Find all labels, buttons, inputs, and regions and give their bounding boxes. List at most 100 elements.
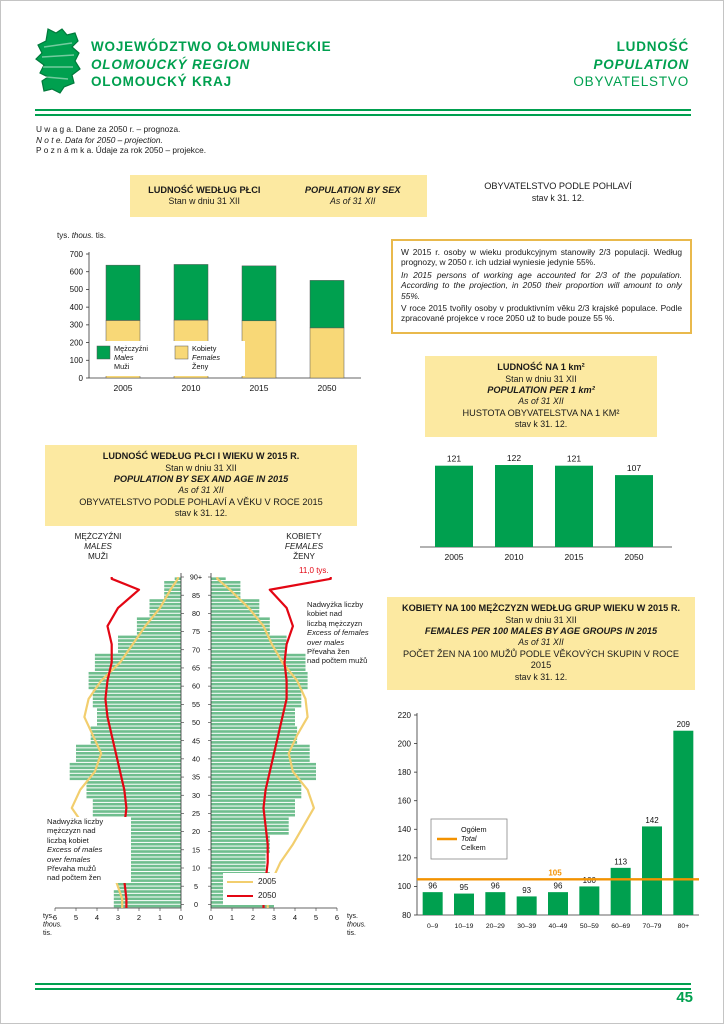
annotation-line: Převaha mužů (47, 864, 96, 874)
svg-text:140: 140 (398, 825, 412, 834)
banner-pyramid-pl-sub: Stan w dniu 31 XII (165, 462, 237, 473)
chapter-title-pl: LUDNOŚĆ (616, 39, 689, 54)
svg-text:300: 300 (70, 321, 84, 330)
svg-text:121: 121 (447, 454, 461, 464)
annotation-line: over females (47, 854, 91, 864)
svg-text:tys.: tys. (347, 913, 358, 920)
svg-text:100: 100 (70, 356, 84, 365)
svg-text:Females: Females (192, 353, 220, 362)
svg-text:75: 75 (192, 627, 200, 636)
svg-text:Kobiety: Kobiety (192, 344, 217, 353)
banner-density: LUDNOŚĆ NA 1 km² Stan w dniu 31 XII POPU… (425, 356, 657, 438)
banner-sex-pl: LUDNOŚĆ WEDŁUG PŁCI Stan w dniu 31 XII (130, 185, 279, 208)
svg-text:11,0 tys.: 11,0 tys. (299, 566, 329, 575)
banner-density-pl-sub: Stan w dniu 31 XII (505, 373, 577, 384)
pyramid-legend: 2005 2050 (223, 873, 281, 905)
svg-text:25: 25 (192, 809, 200, 818)
svg-text:113: 113 (614, 857, 627, 866)
region-title-pl: WOJEWÓDZTWO OŁOMUNIECKIE (91, 39, 332, 54)
note-cz: P o z n á m k a. Údaje za rok 2050 – pro… (36, 145, 207, 156)
svg-text:85: 85 (192, 591, 200, 600)
svg-text:2050: 2050 (625, 552, 644, 562)
banner-pyramid-cz-title: OBYVATELSTVO PODLE POHLAVÍ A VĚKU V ROCE… (79, 496, 323, 507)
annotation-line: kobiet nad (307, 609, 343, 619)
svg-text:142: 142 (645, 816, 659, 825)
svg-text:6: 6 (53, 913, 57, 922)
region-map-logo-shape (35, 28, 81, 94)
svg-text:2005: 2005 (114, 383, 133, 393)
banner-pyramid: LUDNOŚĆ WEDŁUG PŁCI I WIEKU W 2015 R. St… (45, 445, 357, 527)
unit-pl: tys. (57, 231, 70, 240)
svg-text:Ženy: Ženy (192, 362, 209, 371)
density-chart: 121 2005 122 2010 121 2015 107 2050 (420, 453, 672, 562)
notes-block: U w a g a. Dane za 2050 r. – prognoza. N… (36, 124, 206, 156)
banner-sex-cz: OBYVATELSTVO PODLE POHLAVÍ stav k 31. 12… (438, 181, 678, 204)
svg-text:30: 30 (192, 791, 200, 800)
svg-text:50–59: 50–59 (580, 923, 599, 930)
top-double-rule (35, 109, 691, 116)
annotation-line: Nadwyżka liczby (307, 600, 364, 609)
header-right: LUDNOŚĆ POPULATION OBYVATELSTVO (573, 38, 689, 91)
svg-text:2005: 2005 (445, 552, 464, 562)
banner-density-en-sub: As of 31 XII (518, 396, 564, 407)
svg-text:1: 1 (230, 913, 234, 922)
region-title-en: OLOMOUCKÝ REGION (91, 56, 251, 72)
legend-2005-line (227, 880, 253, 884)
annotation-line: nad počtem žen (47, 873, 102, 883)
svg-text:45: 45 (192, 736, 200, 745)
note-pl: U w a g a. Dane za 2050 r. – prognoza. (36, 124, 181, 134)
svg-text:200: 200 (70, 338, 84, 347)
banner-ratio-cz-title: POČET ŽEN NA 100 MUŽŮ PODLE VĚKOVÝCH SKU… (402, 648, 680, 671)
males-header-en: MALES (84, 542, 112, 551)
banner-sex-cz-title: OBYVATELSTVO PODLE POHLAVÍ (484, 181, 632, 191)
svg-text:160: 160 (398, 797, 412, 806)
annotation-line: mężczyzn nad (47, 826, 96, 836)
svg-text:0: 0 (179, 913, 183, 922)
banner-ratio-cz-sub: stav k 31. 12. (514, 671, 568, 682)
infobox-cz: V roce 2015 tvořily osoby v produktivním… (401, 303, 682, 324)
infobox-pl: W 2015 r. osoby w wieku produkcyjnym sta… (401, 247, 682, 268)
banner-ratio-en-sub: As of 31 XII (518, 637, 564, 648)
svg-text:30–39: 30–39 (517, 923, 536, 930)
annotation-line: nad počtem mužů (307, 656, 368, 666)
svg-text:thous.: thous. (43, 922, 62, 929)
chapter-title-en: POPULATION (593, 56, 689, 72)
svg-text:0: 0 (79, 374, 84, 383)
svg-text:60: 60 (192, 682, 200, 691)
legend-2050: 2050 (227, 889, 276, 903)
banner-pyramid-en-sub: As of 31 XII (178, 485, 224, 496)
svg-text:180: 180 (398, 768, 412, 777)
svg-text:600: 600 (70, 268, 84, 277)
males-header-cz: MUŽI (87, 552, 108, 561)
page-number: 45 (676, 989, 693, 1006)
banner-ratio-pl-title: KOBIETY NA 100 MĘŻCZYZN WEDŁUG GRUP WIEK… (401, 603, 681, 613)
svg-text:96: 96 (554, 882, 563, 891)
svg-text:105: 105 (548, 868, 562, 877)
females-per-100-males-chart: 80 100 120 140 160 180 200 220 96 0–9 95 10–19 96 20–… (398, 711, 699, 930)
banner-ratio-en-title: FEMALES PER 100 MALES BY AGE GROUPS IN 2… (424, 625, 658, 636)
svg-text:tis.: tis. (43, 930, 52, 937)
annotation-line: over males (307, 637, 345, 647)
excess-males-annotation: Nadwyżka liczby mężczyzn nad liczbą kobi… (47, 817, 131, 883)
svg-text:2015: 2015 (250, 383, 269, 393)
svg-text:96: 96 (428, 882, 437, 891)
svg-text:107: 107 (627, 463, 641, 473)
banner-population-by-sex: LUDNOŚĆ WEDŁUG PŁCI Stan w dniu 31 XII P… (130, 175, 427, 217)
banner-sex-cz-sub: stav k 31. 12. (531, 192, 585, 203)
svg-text:120: 120 (398, 854, 412, 863)
banner-sex-en-title: POPULATION BY SEX (304, 184, 401, 195)
svg-text:0: 0 (209, 913, 213, 922)
svg-text:80: 80 (402, 911, 411, 920)
banner-sex-en: POPULATION BY SEX As of 31 XII (279, 185, 428, 208)
banner-density-en-title: POPULATION PER 1 km² (487, 384, 595, 395)
working-age-infobox: W 2015 r. osoby w wieku produkcyjnym sta… (391, 239, 692, 334)
svg-text:Mężczyźni: Mężczyźni (114, 344, 148, 353)
legend-2005: 2005 (227, 875, 276, 889)
banner-density-pl-title: LUDNOŚĆ NA 1 km² (497, 362, 585, 372)
svg-text:2: 2 (137, 913, 141, 922)
annotation-line: liczbą kobiet (47, 835, 89, 845)
svg-text:122: 122 (507, 453, 521, 463)
svg-text:10: 10 (192, 864, 200, 873)
